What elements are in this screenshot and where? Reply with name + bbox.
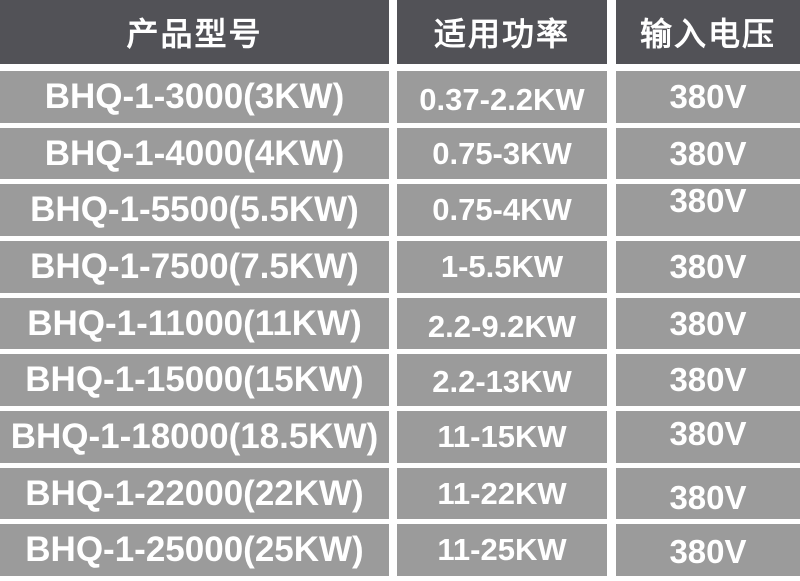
table-row: BHQ-1-11000(11KW) 2.2-9.2KW 380V xyxy=(0,297,800,350)
table-header-row: 产品型号 适用功率 输入电压 xyxy=(0,0,800,64)
table-body: BHQ-1-3000(3KW) 0.37-2.2KW 380V BHQ-1-40… xyxy=(0,71,800,581)
model-cell: BHQ-1-4000(4KW) xyxy=(0,127,389,180)
power-text: 2.2-9.2KW xyxy=(427,308,577,344)
model-text: BHQ-1-11000(11KW) xyxy=(27,303,362,343)
power-cell: 1-5.5KW xyxy=(397,241,607,293)
voltage-cell: 380V xyxy=(616,467,800,520)
model-cell: BHQ-1-22000(22KW) xyxy=(0,467,389,520)
model-cell: BHQ-1-3000(3KW) xyxy=(0,71,389,123)
column-header-power-label: 适用功率 xyxy=(433,16,570,52)
power-text: 0.75-4KW xyxy=(432,192,572,228)
power-cell: 2.2-13KW xyxy=(397,354,607,407)
power-cell: 11-15KW xyxy=(397,411,607,463)
model-text: BHQ-1-15000(15KW) xyxy=(25,360,364,400)
voltage-cell: 380V xyxy=(616,354,800,407)
column-header-voltage: 输入电压 xyxy=(616,0,800,64)
model-text: BHQ-1-4000(4KW) xyxy=(44,133,345,173)
column-header-power: 适用功率 xyxy=(397,0,607,64)
table-row: BHQ-1-22000(22KW) 11-22KW 380V xyxy=(0,467,800,520)
voltage-text: 380V xyxy=(669,478,747,516)
power-text: 1-5.5KW xyxy=(440,248,564,284)
voltage-text: 380V xyxy=(669,361,747,399)
voltage-cell: 380V xyxy=(616,184,800,237)
voltage-cell: 380V xyxy=(616,127,800,180)
table-row: BHQ-1-3000(3KW) 0.37-2.2KW 380V xyxy=(0,71,800,123)
voltage-cell: 380V xyxy=(616,411,800,463)
model-cell: BHQ-1-11000(11KW) xyxy=(0,297,389,350)
model-text: BHQ-1-18000(18.5KW) xyxy=(10,416,379,456)
power-text: 0.37-2.2KW xyxy=(419,81,585,117)
power-cell: 0.75-4KW xyxy=(397,184,607,237)
model-cell: BHQ-1-18000(18.5KW) xyxy=(0,411,389,463)
model-cell: BHQ-1-7500(7.5KW) xyxy=(0,241,389,293)
table-row: BHQ-1-4000(4KW) 0.75-3KW 380V xyxy=(0,127,800,180)
model-text: BHQ-1-5500(5.5KW) xyxy=(30,190,359,230)
header-separator xyxy=(0,64,800,71)
model-text: BHQ-1-3000(3KW) xyxy=(44,76,345,116)
voltage-text: 380V xyxy=(669,77,747,115)
voltage-cell: 380V xyxy=(616,71,800,123)
power-cell: 0.37-2.2KW xyxy=(397,71,607,123)
column-header-model: 产品型号 xyxy=(0,0,389,64)
power-text: 0.75-3KW xyxy=(432,135,572,171)
column-header-voltage-label: 输入电压 xyxy=(639,16,776,52)
power-cell: 0.75-3KW xyxy=(397,127,607,180)
column-header-model-label: 产品型号 xyxy=(126,16,263,52)
voltage-cell: 380V xyxy=(616,241,800,293)
voltage-text: 380V xyxy=(669,533,747,571)
power-cell: 11-22KW xyxy=(397,467,607,520)
voltage-text: 380V xyxy=(669,184,747,220)
power-cell: 11-25KW xyxy=(397,524,607,577)
power-text: 11-22KW xyxy=(437,475,567,511)
power-text: 2.2-13KW xyxy=(432,364,572,400)
voltage-cell: 380V xyxy=(616,297,800,350)
voltage-text: 380V xyxy=(669,414,747,452)
power-cell: 2.2-9.2KW xyxy=(397,297,607,350)
table-row: BHQ-1-7500(7.5KW) 1-5.5KW 380V xyxy=(0,241,800,293)
table-row: BHQ-1-25000(25KW) 11-25KW 380V xyxy=(0,524,800,577)
voltage-text: 380V xyxy=(669,247,747,285)
power-text: 11-15KW xyxy=(437,418,567,454)
model-text: BHQ-1-22000(22KW) xyxy=(25,473,364,513)
model-text: BHQ-1-25000(25KW) xyxy=(25,530,364,570)
voltage-text: 380V xyxy=(669,134,747,172)
table-row: BHQ-1-18000(18.5KW) 11-15KW 380V xyxy=(0,411,800,463)
model-cell: BHQ-1-25000(25KW) xyxy=(0,524,389,577)
power-text: 11-25KW xyxy=(437,532,567,568)
voltage-text: 380V xyxy=(669,304,747,342)
model-cell: BHQ-1-15000(15KW) xyxy=(0,354,389,407)
table-row: BHQ-1-5500(5.5KW) 0.75-4KW 380V xyxy=(0,184,800,237)
model-text: BHQ-1-7500(7.5KW) xyxy=(30,246,359,286)
table-row: BHQ-1-15000(15KW) 2.2-13KW 380V xyxy=(0,354,800,407)
voltage-cell: 380V xyxy=(616,524,800,577)
model-cell: BHQ-1-5500(5.5KW) xyxy=(0,184,389,237)
